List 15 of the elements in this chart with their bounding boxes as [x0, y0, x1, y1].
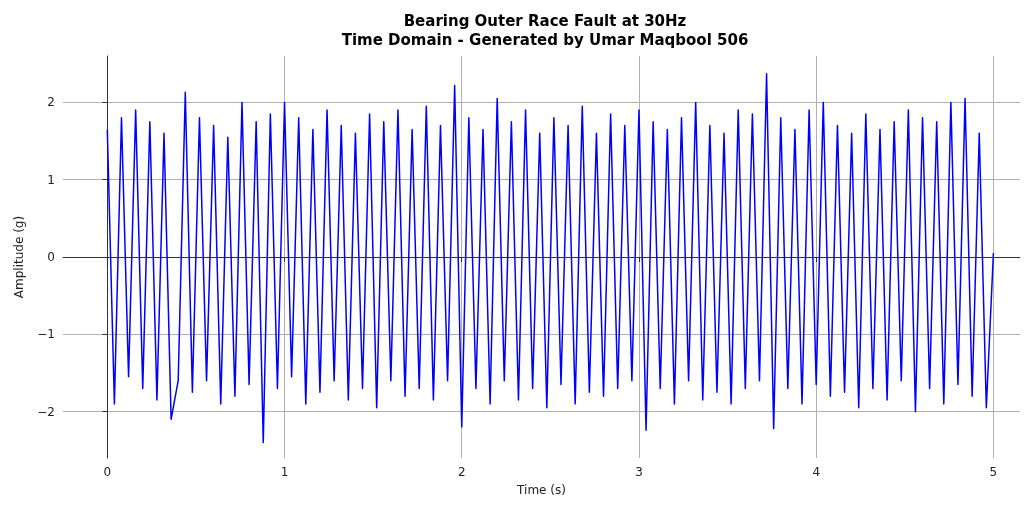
y-tick-label: −1 [37, 327, 55, 342]
y-tick-label: 0 [47, 250, 55, 264]
y-tick-label: 2 [47, 95, 55, 110]
x-axis-title: Time (s) [516, 483, 566, 497]
line-series [106, 73, 995, 444]
x-tick-label: 4 [812, 465, 821, 479]
x-tick-label: 3 [635, 465, 643, 479]
x-tick-label: 0 [103, 465, 112, 479]
x-tick-label: 5 [989, 465, 998, 479]
chart-title: Bearing Outer Race Fault at 30Hz Time Domain - Generated by Umar Maqbool 506 [341, 11, 749, 49]
y-tick-label: 1 [47, 172, 55, 187]
y-axis-title: Amplitude (g) [12, 215, 26, 299]
x-tick-label: 1 [280, 465, 289, 479]
y-tick-label: −2 [37, 404, 55, 419]
x-tick-label: 2 [457, 465, 466, 479]
